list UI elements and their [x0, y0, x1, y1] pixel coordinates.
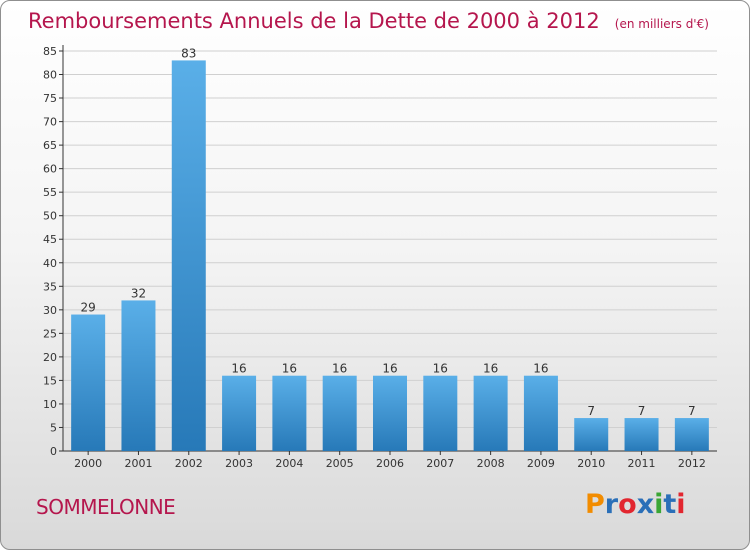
y-tick-label: 15 [43, 374, 57, 387]
logo-letter: r [604, 489, 619, 520]
y-tick-label: 75 [43, 92, 57, 105]
x-tick-label: 2006 [376, 457, 404, 470]
commune-name: SOMMELONNE [36, 495, 176, 519]
bar-2002 [171, 60, 206, 451]
y-tick-label: 30 [43, 304, 57, 317]
logo-letter: t [663, 489, 677, 520]
bar-2007 [423, 375, 458, 451]
y-tick-label: 0 [50, 445, 57, 458]
logo-letter: P [585, 489, 605, 520]
y-tick-label: 65 [43, 139, 57, 152]
y-tick-label: 20 [43, 351, 57, 364]
bar-2001 [121, 300, 156, 451]
chart-title-text: Remboursements Annuels de la Dette de 20… [28, 9, 600, 33]
y-tick-label: 35 [43, 280, 57, 293]
chart-title: Remboursements Annuels de la Dette de 20… [28, 9, 709, 33]
x-tick-label: 2008 [477, 457, 505, 470]
y-tick-label: 25 [43, 327, 57, 340]
x-tick-label: 2004 [275, 457, 303, 470]
bar-2004 [272, 375, 307, 451]
x-tick-label: 2011 [628, 457, 656, 470]
x-tick-label: 2001 [124, 457, 152, 470]
bar-2009 [523, 375, 558, 451]
logo-letter: o [618, 489, 637, 520]
x-tick-label: 2002 [175, 457, 203, 470]
proxiti-logo: Proxiti [585, 489, 686, 520]
data-label: 83 [181, 46, 196, 60]
logo-letter: x [636, 489, 655, 520]
data-label: 7 [688, 404, 696, 418]
y-tick-label: 10 [43, 398, 57, 411]
data-label: 16 [231, 362, 246, 376]
logo-letter: i [654, 489, 664, 520]
x-tick-label: 2005 [326, 457, 354, 470]
bar-2006 [373, 375, 407, 451]
data-label: 16 [533, 362, 548, 376]
x-tick-label: 2010 [577, 457, 605, 470]
data-label: 7 [638, 404, 646, 418]
y-tick-label: 80 [43, 69, 57, 82]
y-tick-label: 60 [43, 163, 57, 176]
logo-letter: i [676, 489, 686, 520]
y-tick-label: 55 [43, 186, 57, 199]
data-label: 16 [483, 362, 498, 376]
y-tick-label: 85 [43, 45, 57, 58]
y-tick-label: 5 [50, 421, 57, 434]
data-label: 16 [332, 362, 347, 376]
data-label: 16 [382, 362, 397, 376]
data-label: 29 [81, 301, 96, 315]
y-tick-label: 45 [43, 233, 57, 246]
data-label: 7 [587, 404, 595, 418]
y-tick-label: 70 [43, 116, 57, 129]
bar-2005 [322, 375, 357, 451]
data-label: 32 [131, 286, 146, 300]
bar-2010 [574, 418, 609, 451]
data-label: 16 [433, 362, 448, 376]
y-tick-label: 40 [43, 257, 57, 270]
bar-2011 [624, 418, 659, 451]
chart-unit-label: (en milliers d'€) [614, 17, 709, 31]
x-tick-label: 2012 [678, 457, 706, 470]
x-tick-label: 2007 [426, 457, 454, 470]
bar-2003 [222, 375, 257, 451]
x-tick-label: 2009 [527, 457, 555, 470]
y-tick-label: 50 [43, 210, 57, 223]
bar-2008 [473, 375, 508, 451]
bar-2000 [71, 314, 106, 451]
data-label: 16 [282, 362, 297, 376]
bar-2012 [674, 418, 709, 451]
x-tick-label: 2003 [225, 457, 253, 470]
x-tick-label: 2000 [74, 457, 102, 470]
